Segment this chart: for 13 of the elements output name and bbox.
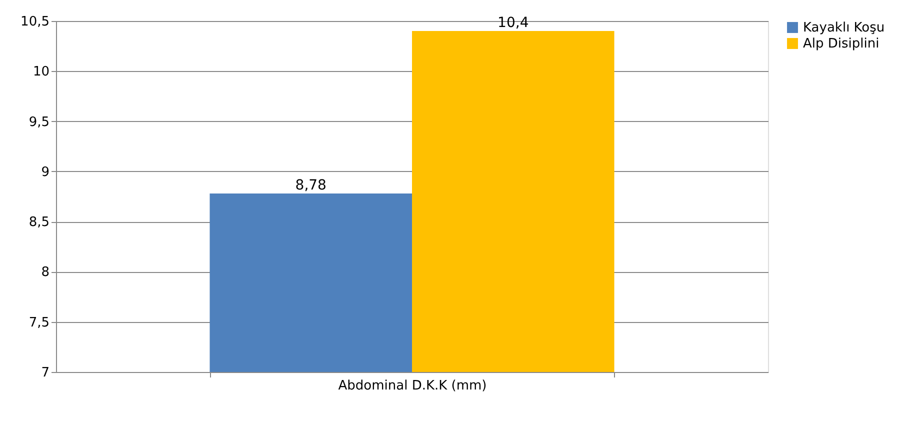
y-tick-label: 7 xyxy=(41,366,50,380)
y-tick-label: 8,5 xyxy=(28,215,50,230)
data-label: 8,78 xyxy=(295,177,326,194)
y-tick-label: 10,5 xyxy=(20,14,50,30)
legend-label: Alp Disiplini xyxy=(803,36,880,52)
x-tick-label: Abdominal D.K.K (mm) xyxy=(338,378,487,394)
y-tick-label: 7,5 xyxy=(28,315,50,330)
y-tick-label: 10 xyxy=(32,64,50,80)
y-tick-label: 8 xyxy=(41,265,50,280)
legend-label: Kayaklı Koşu xyxy=(803,20,885,36)
data-label: 10,4 xyxy=(498,15,529,32)
y-tick-label: 9 xyxy=(41,164,50,180)
y-tick-label: 9,5 xyxy=(28,114,50,130)
